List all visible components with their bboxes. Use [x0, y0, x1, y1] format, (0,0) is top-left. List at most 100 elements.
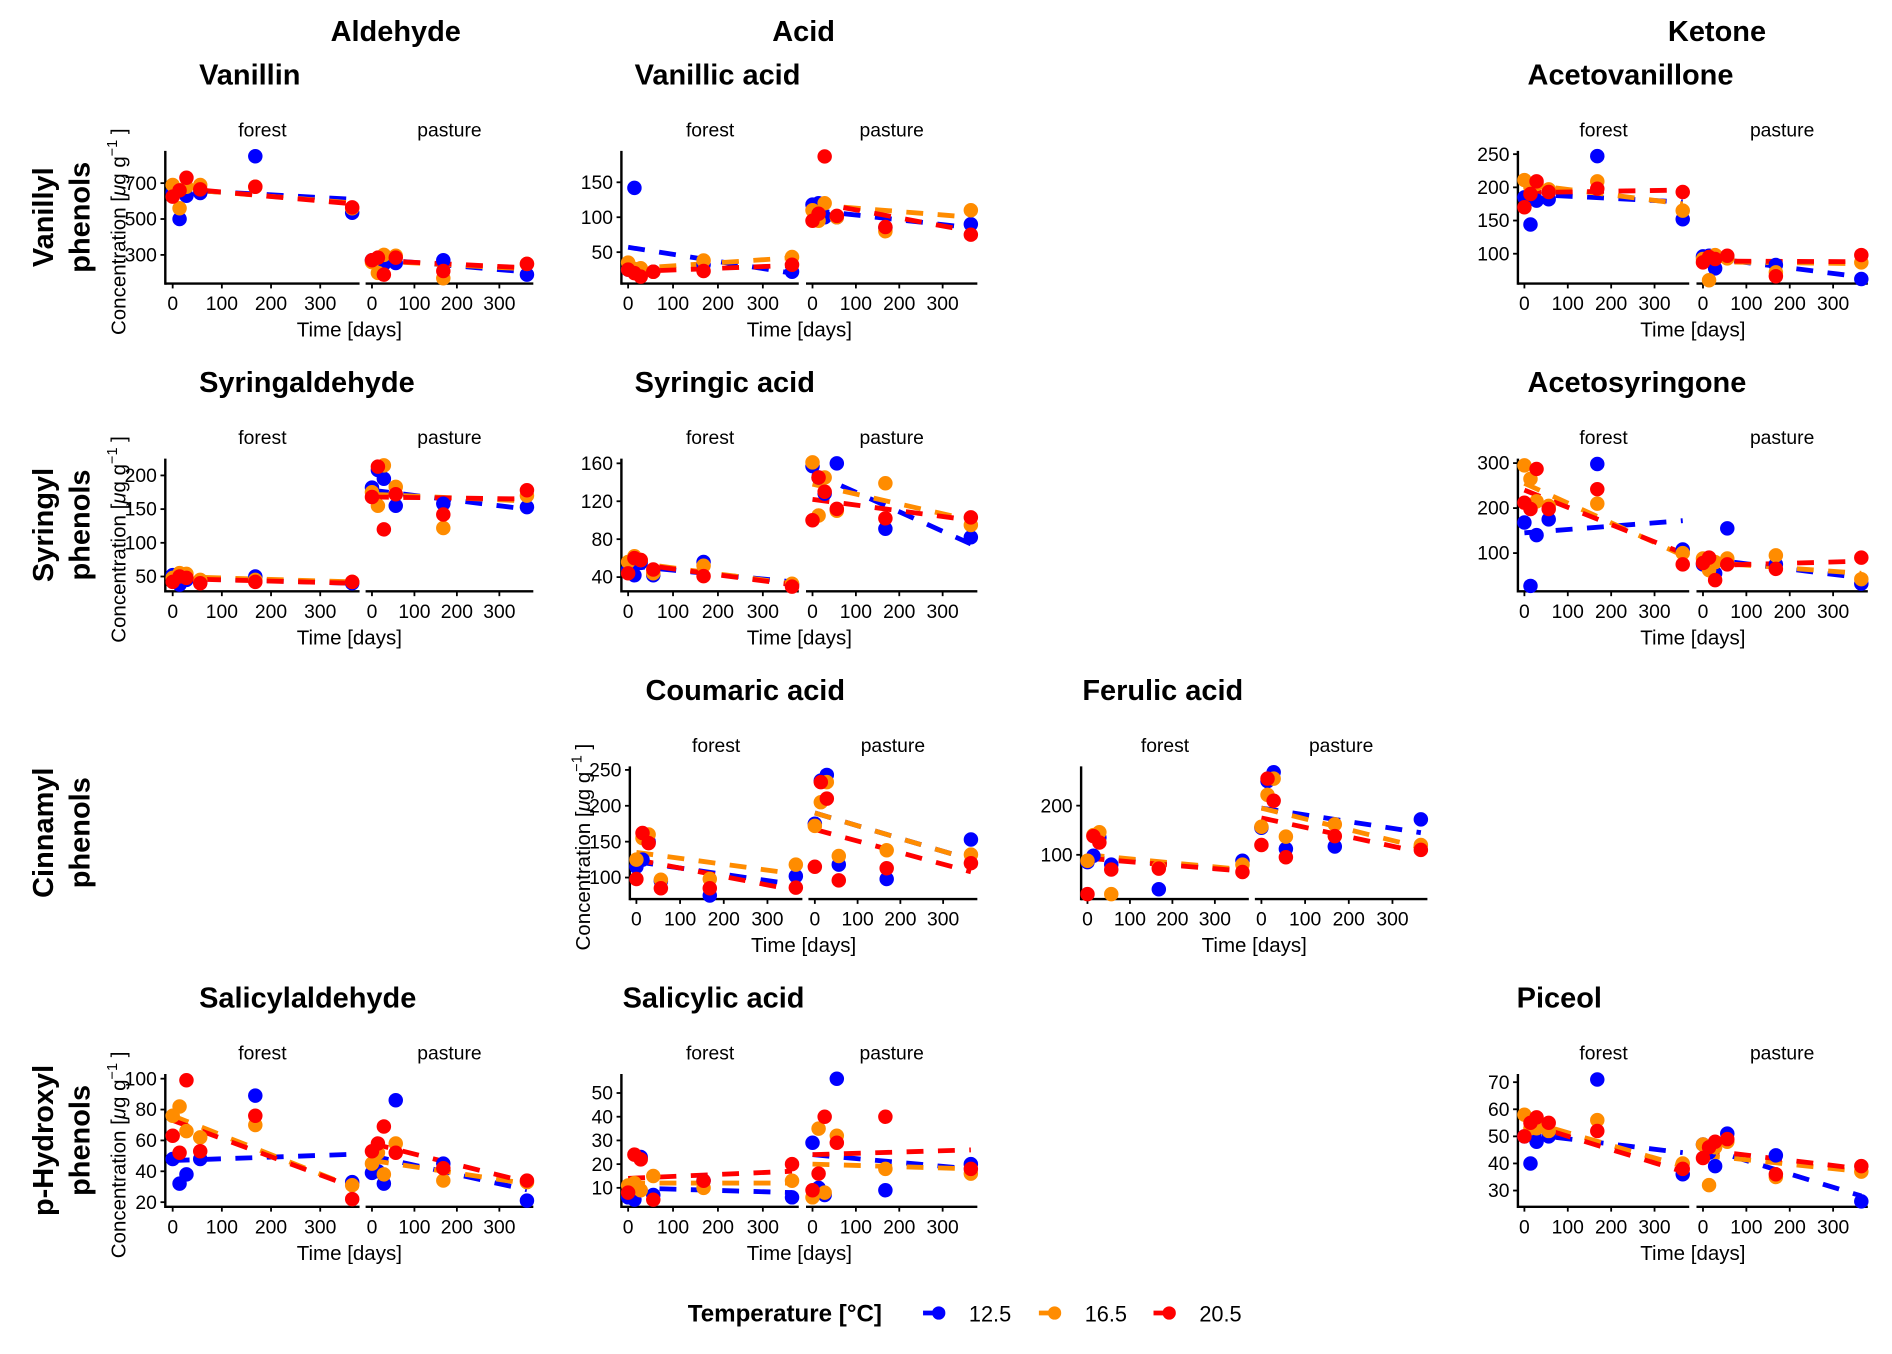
x-tick-label: 0	[1519, 602, 1530, 623]
data-point-20.5	[1541, 1115, 1556, 1131]
data-point-20.5	[646, 264, 661, 279]
data-point-12.5	[179, 1167, 194, 1182]
row-label-cinnamyl: Cinnamyl phenols	[28, 768, 96, 898]
column-header-acid: Acid	[772, 16, 835, 48]
y-tick-label: 20	[591, 1155, 612, 1176]
y-tick-label: 250	[1477, 145, 1509, 166]
legend-item-20.5: 20.5	[1153, 1301, 1242, 1326]
x-tick-label: 100	[1552, 602, 1584, 623]
superscript: −1	[105, 140, 121, 157]
data-point-12.5	[1523, 217, 1538, 232]
x-tick-label: 200	[441, 294, 473, 315]
data-point-20.5	[963, 227, 979, 242]
x-tick-label: 100	[657, 602, 689, 623]
x-tick-label: 100	[1730, 294, 1762, 315]
data-point-12.5	[878, 1182, 893, 1198]
fit-line-20.5	[628, 263, 793, 275]
legend-key-point	[1047, 1306, 1062, 1320]
data-point-16.5	[172, 1099, 187, 1114]
y-tick-label: 700	[125, 174, 157, 195]
facet-strip-label: pasture	[1750, 428, 1814, 449]
legend-key-point	[932, 1306, 946, 1320]
data-point-20.5	[1768, 1167, 1784, 1182]
x-tick-label: 200	[255, 294, 287, 315]
data-point-16.5	[1590, 1112, 1605, 1128]
data-point-20.5	[1675, 1161, 1690, 1177]
data-point-20.5	[641, 835, 656, 851]
column-header-ketone: Ketone	[1668, 16, 1766, 48]
unit-text: g g	[572, 772, 595, 801]
data-point-16.5	[1701, 1177, 1717, 1193]
y-tick-label: 150	[581, 173, 613, 194]
legend: Temperature [°C] 12.5 16.5 20.5	[688, 1300, 1242, 1327]
y-tick-label: 10	[591, 1178, 612, 1199]
data-point-16.5	[1278, 829, 1294, 844]
y-tick-label: 200	[589, 796, 621, 817]
fit-line-20.5	[371, 494, 527, 502]
fit-line-12.5	[1702, 254, 1862, 280]
x-tick-label: 200	[1595, 294, 1627, 315]
x-tick-label: 300	[927, 602, 959, 623]
data-point-12.5	[1590, 148, 1605, 164]
x-axis-title: Time [days]	[747, 626, 852, 649]
facet-forest: forest 0 100 200 300	[165, 428, 360, 623]
data-point-20.5	[1092, 835, 1107, 850]
data-point-12.5	[784, 1190, 800, 1205]
x-tick-label: 0	[807, 294, 818, 315]
data-point-20.5	[436, 507, 451, 522]
row-label-line1: Syringyl	[28, 468, 60, 582]
x-tick-label: 0	[1519, 1217, 1530, 1238]
data-point-20.5	[436, 1160, 451, 1176]
data-point-16.5	[1104, 886, 1119, 902]
y-tick-label: 150	[589, 832, 621, 853]
row-label-line1: Vanillyl	[28, 167, 60, 267]
fit-line-20.5	[1702, 258, 1862, 265]
fit-line-20.5	[1260, 815, 1422, 855]
x-tick-label: 100	[1730, 602, 1762, 623]
panel-title: Acetovanillone	[1528, 59, 1734, 91]
x-tick-label: 100	[206, 602, 238, 623]
data-point-20.5	[1278, 850, 1294, 865]
row-label-line1: Cinnamyl	[28, 768, 60, 898]
data-point-12.5	[1768, 1148, 1784, 1163]
data-point-20.5	[784, 257, 800, 272]
fit-line-20.5	[1523, 487, 1684, 556]
data-point-16.5	[807, 818, 823, 834]
facet-strip-label: pasture	[859, 428, 923, 449]
row-label-p-hydroxyl: p-Hydroxyl phenols	[28, 1065, 96, 1216]
data-point-12.5	[879, 871, 894, 887]
legend-title: Temperature [°C]	[688, 1300, 882, 1327]
data-point-20.5	[1523, 186, 1538, 202]
data-point-20.5	[388, 250, 403, 265]
y-axis-title: Concentration [μg g−1 ]	[570, 744, 595, 951]
row-label-line2: phenols	[64, 162, 96, 273]
x-tick-label: 0	[807, 1217, 818, 1238]
data-point-16.5	[172, 201, 187, 216]
fit-line-20.5	[812, 496, 972, 523]
data-point-16.5	[817, 1185, 832, 1200]
x-tick-label: 200	[883, 294, 915, 315]
x-tick-label: 300	[747, 602, 779, 623]
data-point-20.5	[813, 774, 829, 790]
data-point-12.5	[1720, 521, 1735, 536]
x-tick-label: 0	[167, 602, 178, 623]
data-point-12.5	[1854, 1194, 1869, 1209]
x-tick-label: 300	[1638, 1217, 1670, 1238]
data-point-20.5	[172, 1145, 187, 1161]
x-axis-title: Time [days]	[297, 319, 402, 342]
facet-forest: forest 0 100 200 300	[629, 736, 804, 931]
x-tick-label: 0	[623, 1217, 634, 1238]
facet-strip-label: forest	[238, 120, 287, 141]
data-point-16.5	[1327, 817, 1343, 832]
data-point-20.5	[1590, 181, 1605, 196]
facet-pasture: pasture 0 100 200 300	[364, 1044, 535, 1238]
y-tick-label: 120	[581, 492, 613, 513]
data-point-20.5	[811, 470, 826, 485]
fit-line-20.5	[627, 560, 793, 588]
x-tick-label: 300	[747, 294, 779, 315]
x-tick-label: 0	[1698, 294, 1709, 315]
unit-text: g g	[107, 1079, 130, 1108]
y-tick-label: 50	[1488, 1127, 1509, 1148]
legend-label: 20.5	[1199, 1301, 1241, 1326]
